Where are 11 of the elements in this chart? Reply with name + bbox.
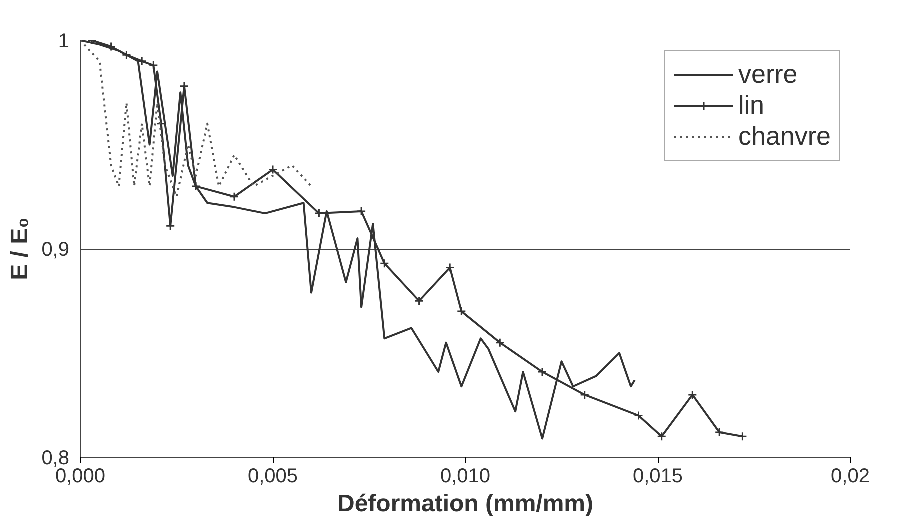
y-tick-label: 0,9 — [42, 239, 70, 261]
y-axis-title: E / E₀ — [6, 218, 34, 280]
legend-label: chanvre — [738, 121, 831, 152]
y-tick-label: 1 — [58, 30, 70, 52]
x-tick-label: 0,015 — [632, 466, 684, 488]
x-tick-label: 0,02 — [831, 466, 870, 488]
legend-label: verre — [738, 59, 798, 90]
x-tick-label: 0,010 — [440, 466, 491, 488]
legend-label: lin — [738, 90, 765, 121]
x-axis-title: Déformation (mm/mm) — [337, 490, 594, 518]
x-tick-label: 0,005 — [248, 466, 298, 488]
